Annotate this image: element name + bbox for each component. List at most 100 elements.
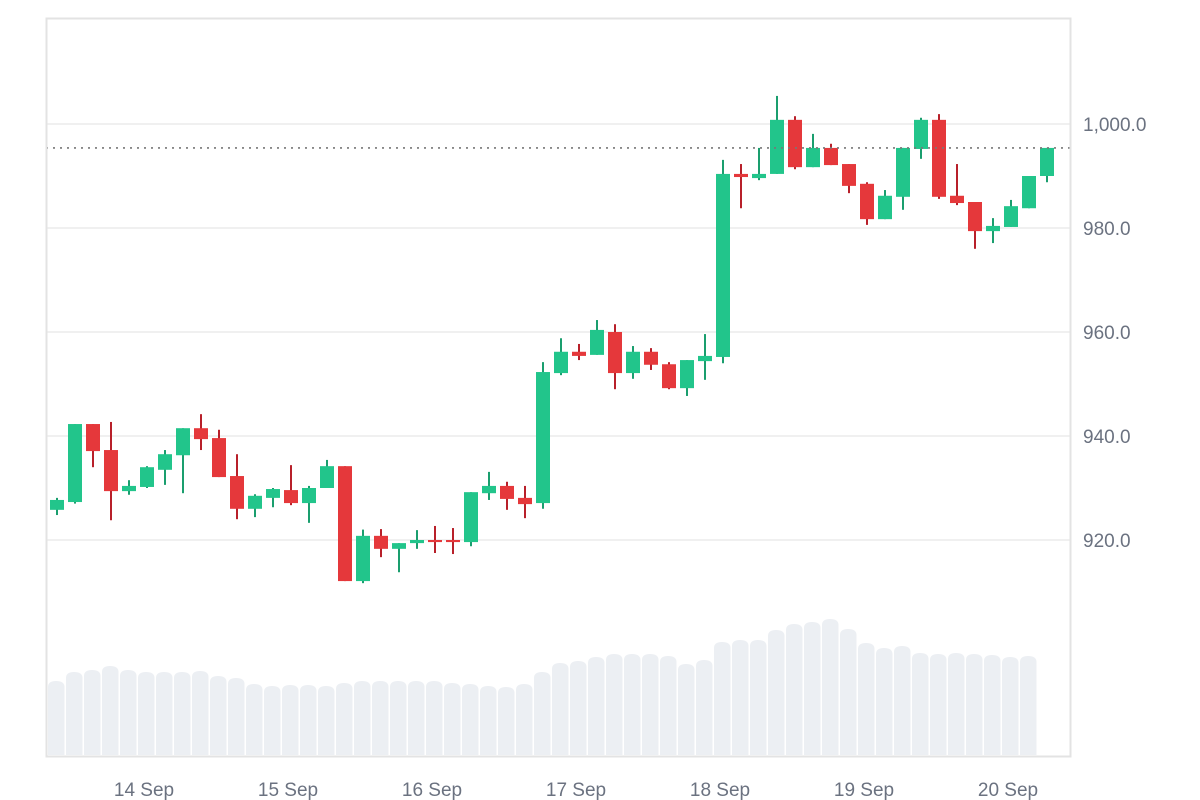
candle-up[interactable]: [1040, 147, 1054, 183]
candle-down[interactable]: [230, 454, 244, 520]
candle-body: [176, 428, 190, 456]
volume-bar: [372, 681, 389, 755]
x-tick-label: 16 Sep: [402, 780, 462, 800]
candle-up[interactable]: [356, 529, 370, 584]
candle-down[interactable]: [338, 466, 352, 582]
volume-bars: [48, 619, 1037, 755]
candle-down[interactable]: [608, 324, 622, 390]
candle-up[interactable]: [554, 338, 568, 376]
candle-down[interactable]: [788, 116, 802, 170]
candle-down[interactable]: [968, 202, 982, 249]
candle-down[interactable]: [932, 114, 946, 199]
candle-up[interactable]: [914, 117, 928, 159]
candle-body: [50, 499, 64, 510]
volume-bar: [606, 654, 623, 755]
volume-bar: [516, 684, 533, 755]
candle-up[interactable]: [50, 497, 64, 516]
candle-up[interactable]: [140, 466, 154, 488]
candle-body: [140, 467, 154, 487]
volume-bar: [192, 671, 209, 755]
volume-bar: [534, 672, 551, 755]
volume-bar: [876, 648, 893, 755]
candle-down[interactable]: [374, 529, 388, 558]
candle-body: [1040, 147, 1054, 176]
x-tick-label: 20 Sep: [978, 780, 1038, 800]
volume-bar: [750, 640, 767, 755]
candle-down[interactable]: [104, 421, 118, 521]
volume-bar: [786, 624, 803, 755]
candle-down[interactable]: [662, 362, 676, 390]
candle-body: [716, 173, 730, 357]
candle-down[interactable]: [734, 164, 748, 209]
candle-down[interactable]: [194, 414, 208, 451]
candle-up[interactable]: [302, 485, 316, 523]
volume-bar: [318, 686, 335, 755]
candle-body: [698, 355, 712, 362]
candle-down[interactable]: [500, 481, 514, 510]
candle-down[interactable]: [860, 182, 874, 225]
candle-up[interactable]: [716, 159, 730, 364]
volume-bar: [894, 646, 911, 755]
candle-up[interactable]: [248, 494, 262, 518]
candle-up[interactable]: [626, 346, 640, 379]
candle-up[interactable]: [176, 428, 190, 494]
volume-bar: [678, 664, 695, 755]
volume-bar: [822, 619, 839, 755]
volume-bar: [300, 685, 317, 755]
volume-bar: [336, 683, 353, 755]
candle-down[interactable]: [428, 525, 442, 553]
candle-body: [68, 424, 82, 503]
candle-up[interactable]: [770, 95, 784, 174]
candle-up[interactable]: [536, 362, 550, 509]
candle-up[interactable]: [986, 218, 1000, 244]
volume-bar: [480, 686, 497, 755]
candle-body: [536, 372, 550, 504]
candle-down[interactable]: [212, 429, 226, 478]
candle-down[interactable]: [284, 465, 298, 506]
candle-up[interactable]: [482, 471, 496, 500]
candle-up[interactable]: [1004, 199, 1018, 227]
candle-body: [410, 540, 424, 544]
candle-up[interactable]: [752, 147, 766, 181]
candle-up[interactable]: [410, 530, 424, 549]
candle-up[interactable]: [464, 492, 478, 547]
plot-background: [46, 18, 1071, 757]
volume-bar: [408, 681, 425, 755]
candle-down[interactable]: [518, 485, 532, 519]
candle-body: [752, 173, 766, 179]
candle-up[interactable]: [266, 488, 280, 508]
candle-body: [230, 476, 244, 509]
volume-bar: [246, 684, 263, 755]
plot-border: [45, 17, 1072, 758]
candle-down[interactable]: [950, 164, 964, 206]
candle-up[interactable]: [68, 424, 82, 504]
candle-body: [320, 466, 334, 488]
candle-up[interactable]: [806, 133, 820, 168]
volume-bar: [228, 678, 245, 755]
candle-up[interactable]: [680, 360, 694, 396]
x-axis: 14 Sep 15 Sep 16 Sep 17 Sep 18 Sep 19 Sep 20 S…: [114, 780, 1038, 800]
candle-up[interactable]: [320, 459, 334, 488]
candle-up[interactable]: [1022, 176, 1036, 209]
candle-up[interactable]: [878, 190, 892, 220]
candle-down[interactable]: [572, 343, 586, 361]
candle-body: [806, 147, 820, 168]
candle-body: [266, 489, 280, 498]
volume-bar: [966, 654, 983, 755]
candle-up[interactable]: [158, 450, 172, 485]
candle-up[interactable]: [392, 543, 406, 573]
candle-down[interactable]: [842, 164, 856, 194]
candle-down[interactable]: [86, 424, 100, 468]
candle-up[interactable]: [698, 334, 712, 380]
candle-up[interactable]: [896, 147, 910, 210]
volume-bar: [552, 663, 569, 755]
candle-down[interactable]: [446, 528, 460, 555]
volume-bar: [804, 622, 821, 755]
candle-down[interactable]: [644, 348, 658, 370]
candle-body: [338, 466, 352, 582]
candle-up[interactable]: [122, 480, 136, 495]
candle-body: [824, 147, 838, 166]
candle-body: [842, 164, 856, 186]
candle-body: [122, 485, 136, 492]
candle-up[interactable]: [590, 320, 604, 355]
